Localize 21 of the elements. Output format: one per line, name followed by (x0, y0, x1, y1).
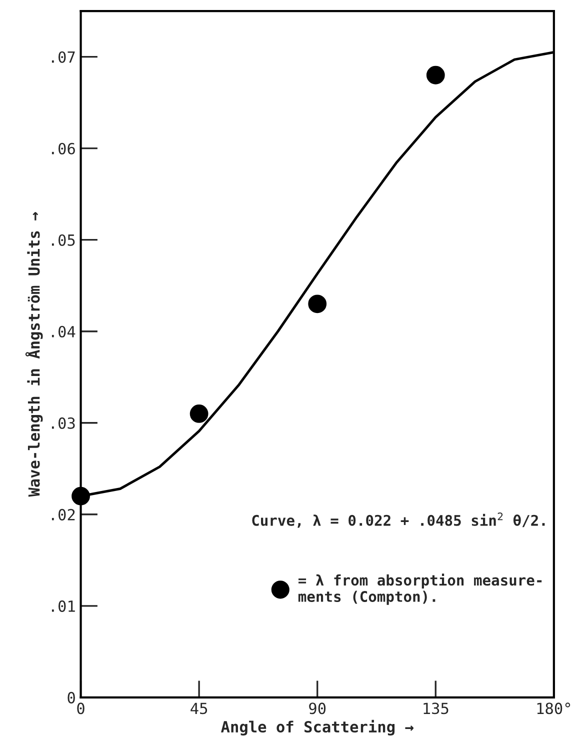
y-tick-label: .02 (52, 508, 75, 520)
x-tick-label: 0 (77, 702, 84, 714)
y-tick-label: 0 (68, 692, 75, 704)
y-tick-label: .03 (52, 417, 75, 429)
annotation: Curve, λ = 0.022 + .0485 sin$^{2}$ θ/2. (252, 512, 545, 528)
x-axis-title: Angle of Scattering → (221, 720, 414, 736)
y-tick-label: .06 (52, 142, 75, 154)
point (72, 486, 90, 506)
point (308, 294, 327, 314)
y-tick-label: .07 (52, 51, 75, 63)
y-tick-label: .05 (52, 234, 75, 246)
x-tick-label: 45 (190, 702, 208, 714)
x-tick-label: 135 (424, 702, 448, 714)
point (190, 404, 208, 423)
y-tick-label: .01 (52, 600, 75, 612)
x-tick-label: 90 (309, 702, 326, 714)
point (426, 66, 445, 84)
x-tick-label: 180° (537, 702, 570, 714)
legend-label: = λ from absorption measure- ments (Compton). (298, 574, 542, 605)
y-tick-label: .04 (52, 326, 76, 338)
y-axis-title: Wave-length in Ångström Units → (25, 212, 43, 497)
